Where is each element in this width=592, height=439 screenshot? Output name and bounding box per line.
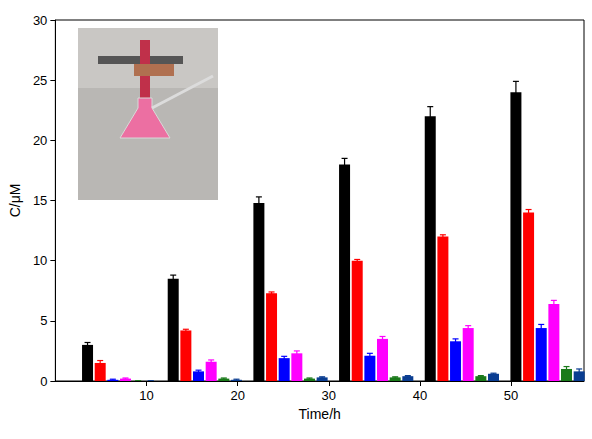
svg-text:20: 20 [33,133,47,148]
svg-text:20: 20 [230,388,244,403]
svg-text:0: 0 [40,374,47,389]
svg-text:50: 50 [504,388,518,403]
svg-text:10: 10 [139,388,153,403]
svg-text:5: 5 [40,313,47,328]
svg-text:25: 25 [33,73,47,88]
svg-text:30: 30 [322,388,336,403]
svg-text:Time/h: Time/h [299,406,341,422]
svg-text:15: 15 [33,193,47,208]
svg-text:40: 40 [413,388,427,403]
svg-text:10: 10 [33,253,47,268]
svg-text:C/μM: C/μM [7,184,23,218]
svg-text:30: 30 [33,13,47,28]
